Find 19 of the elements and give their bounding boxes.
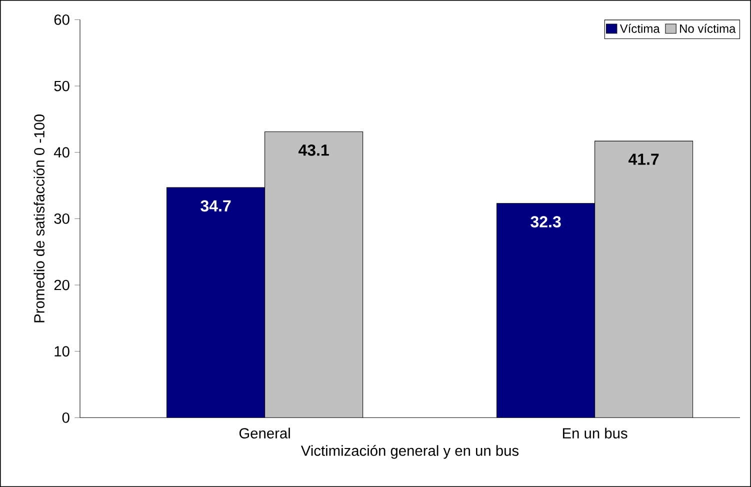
data-label: 41.7	[628, 154, 659, 165]
legend-label: Víctima	[620, 24, 660, 33]
x-tick-label: General	[239, 428, 290, 438]
x-axis-title: Victimización general y en un bus	[300, 444, 519, 459]
bar	[166, 187, 265, 418]
data-label: 43.1	[298, 144, 329, 156]
y-tick-label: 60	[54, 14, 70, 25]
legend-label: No víctima	[680, 24, 736, 33]
data-label: 34.7	[200, 200, 231, 212]
bar	[496, 203, 596, 418]
data-label: 32.3	[530, 216, 561, 228]
y-axis-title: Promedio de satisfacción 0 -100	[34, 114, 44, 322]
y-tick-label: 50	[54, 80, 70, 92]
y-tick-label: 40	[54, 147, 70, 158]
x-tick-label: En un bus	[562, 428, 628, 438]
y-tick-label: 20	[54, 280, 70, 290]
y-tick-label: 30	[54, 213, 70, 224]
y-tick-label: 10	[54, 346, 70, 357]
y-tick-label: 0	[62, 412, 70, 423]
